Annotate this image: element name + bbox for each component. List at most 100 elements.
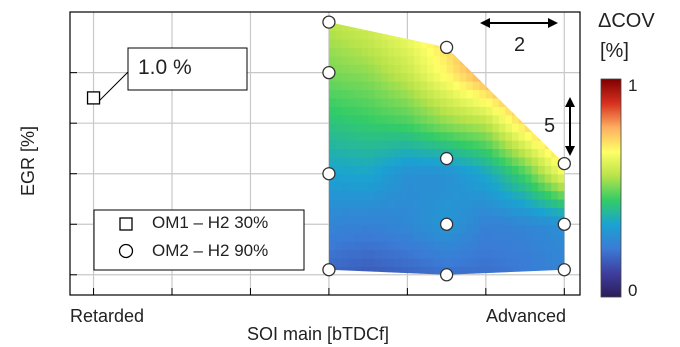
contour-cell xyxy=(368,182,376,192)
contour-cell xyxy=(466,140,474,150)
contour-cell xyxy=(374,89,382,99)
contour-cell xyxy=(328,249,337,259)
contour-cell xyxy=(440,81,448,91)
contour-cell xyxy=(479,207,487,217)
contour-cell xyxy=(472,81,480,91)
contour-cell xyxy=(505,182,513,192)
contour-cell xyxy=(368,173,376,183)
contour-cell xyxy=(394,207,402,217)
contour-cell xyxy=(420,72,428,82)
contour-cell xyxy=(400,97,408,107)
contour-cell xyxy=(381,55,389,65)
contour-cell xyxy=(453,198,461,209)
contour-cell xyxy=(335,64,343,74)
contour-cell xyxy=(335,22,343,32)
contour-cell xyxy=(413,106,422,116)
contour-cell xyxy=(335,106,343,116)
contour-cell xyxy=(440,232,448,242)
contour-cell xyxy=(355,30,363,40)
contour-cell xyxy=(355,190,363,200)
contour-cell xyxy=(485,97,493,107)
contour-cell xyxy=(387,224,395,234)
contour-cell xyxy=(531,156,539,166)
contour-cell xyxy=(440,55,448,65)
contour-cell xyxy=(453,232,461,242)
contour-cell xyxy=(342,114,350,124)
contour-cell xyxy=(374,182,382,192)
contour-cell xyxy=(446,64,454,74)
contour-cell xyxy=(387,123,395,133)
contour-cell xyxy=(427,81,435,91)
contour-cell xyxy=(479,257,487,267)
contour-cell xyxy=(420,81,428,91)
contour-cell xyxy=(518,156,526,166)
contour-cell xyxy=(544,249,552,259)
contour-cell xyxy=(505,249,513,259)
contour-cell xyxy=(485,215,493,225)
om1-data-point xyxy=(86,91,101,105)
contour-cell xyxy=(407,249,415,259)
colorbar-max-label: 1 xyxy=(628,76,638,95)
contour-cell xyxy=(531,207,539,217)
contour-cell xyxy=(440,198,448,209)
contour-cell xyxy=(498,123,507,133)
contour-cell xyxy=(492,106,500,116)
contour-cell xyxy=(459,123,467,133)
contour-cell xyxy=(518,257,526,267)
contour-cell xyxy=(413,123,422,133)
contour-cell xyxy=(374,207,382,217)
y-step-label: 5 xyxy=(544,115,556,137)
contour-cell xyxy=(459,257,467,267)
contour-cell xyxy=(518,190,526,200)
contour-cell xyxy=(518,123,526,133)
contour-cell xyxy=(433,232,441,242)
contour-cell xyxy=(387,148,395,158)
contour-cell xyxy=(348,249,356,259)
contour-cell xyxy=(531,140,539,150)
contour-cell xyxy=(374,224,382,234)
contour-cell xyxy=(387,241,395,251)
contour-cell xyxy=(348,224,356,234)
x-step-arrowhead-left xyxy=(480,18,490,28)
contour-cell xyxy=(342,148,350,158)
contour-cell xyxy=(459,266,467,275)
contour-cell xyxy=(342,97,350,107)
contour-cell xyxy=(394,38,402,48)
contour-cell xyxy=(538,266,546,275)
contour-cell xyxy=(485,232,493,242)
contour-cell xyxy=(420,55,428,65)
contour-cell xyxy=(407,72,415,82)
contour-cell xyxy=(479,190,487,200)
contour-cell xyxy=(446,114,454,124)
contour-cell xyxy=(512,190,520,200)
contour-cell xyxy=(466,123,474,133)
contour-cell xyxy=(407,64,415,74)
contour-cell xyxy=(400,156,408,166)
contour-cell xyxy=(525,224,533,234)
contour-cell xyxy=(342,207,350,217)
contour-cell xyxy=(479,232,487,242)
contour-cell xyxy=(348,232,356,242)
contour-cell xyxy=(342,38,350,48)
contour-cell xyxy=(381,148,389,158)
contour-cell xyxy=(492,114,500,124)
contour-cell xyxy=(342,140,350,150)
contour-cell xyxy=(544,182,552,192)
contour-cell xyxy=(466,173,474,183)
contour-cell xyxy=(433,81,441,91)
y-step-indicator xyxy=(565,97,575,156)
contour-cell xyxy=(387,215,395,225)
contour-cell xyxy=(387,198,395,209)
contour-cell xyxy=(413,215,422,225)
contour-cell xyxy=(512,156,520,166)
contour-cell xyxy=(361,97,369,107)
contour-cell xyxy=(492,190,500,200)
contour-cell xyxy=(472,131,480,141)
contour-cell xyxy=(387,81,395,91)
contour-cell xyxy=(433,97,441,107)
contour-cell xyxy=(453,106,461,116)
contour-cell xyxy=(394,215,402,225)
contour-cell xyxy=(368,131,376,141)
contour-cell xyxy=(512,232,520,242)
